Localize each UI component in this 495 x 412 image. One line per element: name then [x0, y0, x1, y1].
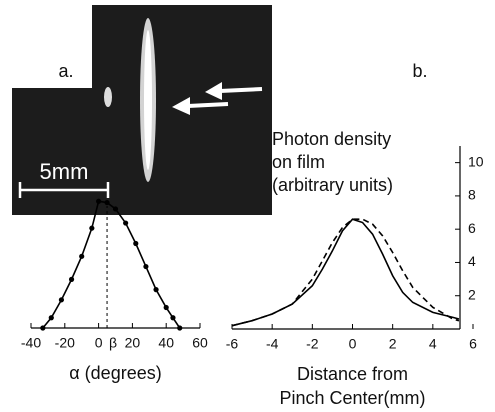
x-axis-title: Pinch Center(mm) — [279, 388, 425, 408]
data-point — [104, 199, 110, 206]
x-tick-label: 2 — [389, 336, 397, 352]
data-point — [68, 276, 75, 282]
data-point — [96, 198, 102, 204]
beta-label: β — [109, 335, 117, 351]
data-point — [112, 206, 119, 212]
faint-spot — [104, 87, 112, 107]
data-point — [153, 287, 159, 293]
x-axis-title: α (degrees) — [69, 363, 161, 383]
scale-bar — [18, 182, 110, 198]
data-point — [170, 315, 176, 321]
bright-core — [144, 30, 152, 170]
scale-label: 5mm — [40, 159, 89, 184]
data-point — [163, 304, 169, 311]
data-point — [48, 315, 54, 321]
x-tick-label: 0 — [95, 335, 103, 351]
x-tick-label: -6 — [226, 336, 239, 352]
y-tick-label: 8 — [468, 187, 476, 203]
y-tick-label: 10 — [468, 153, 484, 169]
x-tick-label: 0 — [349, 336, 357, 352]
y-axis-title: on film — [272, 152, 325, 172]
data-point — [40, 325, 46, 331]
data-point — [123, 220, 129, 226]
arrows — [172, 82, 263, 115]
x-tick-label: 60 — [192, 335, 208, 351]
panel-label: b. — [412, 61, 427, 81]
y-axis-title: Photon density — [272, 129, 391, 149]
x-tick-label: -40 — [21, 335, 41, 351]
series-line — [231, 218, 460, 327]
data-point — [133, 240, 139, 247]
x-axis-title: Distance from — [297, 364, 408, 384]
data-point — [58, 297, 65, 303]
y-tick-label: 4 — [468, 253, 476, 269]
x-tick-label: 20 — [125, 335, 141, 351]
y-tick-label: 6 — [468, 220, 476, 236]
y-axis-title: (arbitrary units) — [272, 175, 393, 195]
x-tick-label: 6 — [469, 336, 477, 352]
x-tick-label: 4 — [429, 336, 437, 352]
data-point — [89, 225, 95, 231]
x-tick-label: 40 — [158, 335, 174, 351]
series-line — [231, 218, 460, 327]
x-tick-label: -4 — [266, 336, 279, 352]
data-point — [143, 263, 149, 270]
panel-label: a. — [58, 61, 73, 81]
x-tick-label: -20 — [55, 335, 75, 351]
data-point — [177, 325, 183, 331]
y-tick-label: 2 — [468, 286, 476, 302]
data-point — [79, 253, 85, 259]
series-line — [42, 200, 181, 329]
x-tick-label: -2 — [306, 336, 319, 352]
